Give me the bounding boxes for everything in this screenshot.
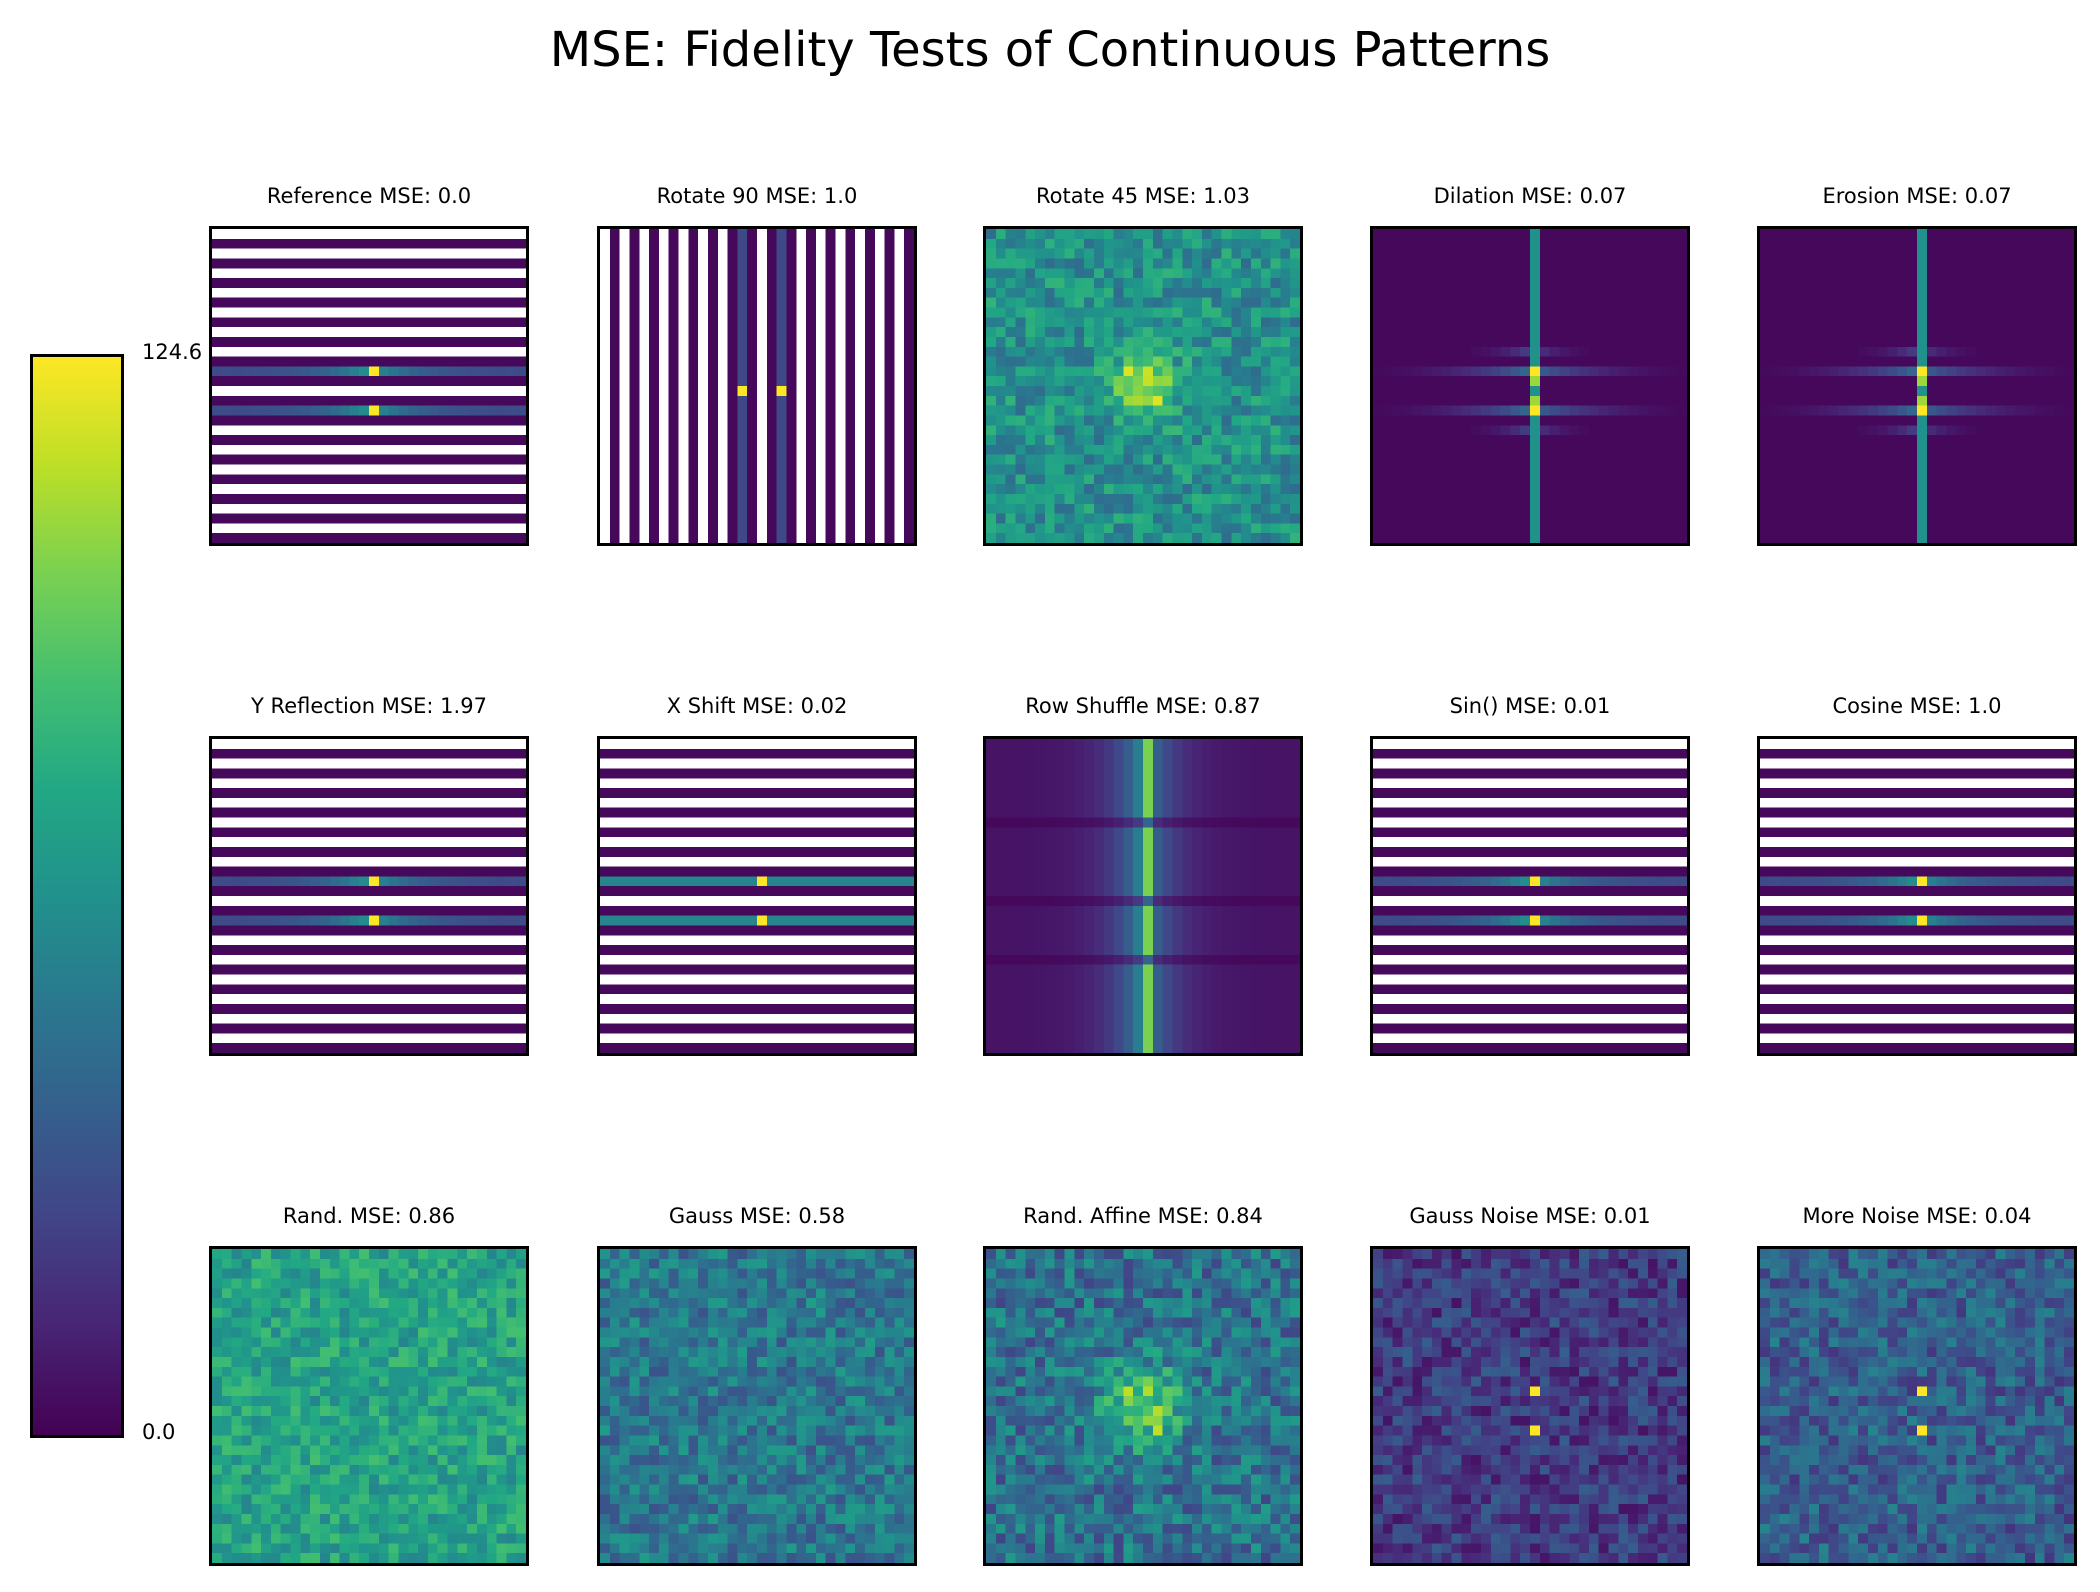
heatmap-panel <box>983 1246 1303 1566</box>
heatmap-image <box>600 739 914 1053</box>
colorbar <box>30 354 124 1438</box>
heatmap-image <box>600 229 914 543</box>
panel-title: Reference MSE: 0.0 <box>266 184 472 208</box>
heatmap-image <box>212 1249 526 1563</box>
panel-title: Rand. Affine MSE: 0.84 <box>1023 1204 1263 1228</box>
panel-title: Rand. MSE: 0.86 <box>282 1204 456 1228</box>
panel-title: Dilation MSE: 0.07 <box>1433 184 1627 208</box>
heatmap-image <box>1373 229 1687 543</box>
heatmap-image <box>1760 229 2074 543</box>
panel-title: Gauss MSE: 0.58 <box>668 1204 846 1228</box>
panel-title: More Noise MSE: 0.04 <box>1802 1204 2032 1228</box>
panel-title: Sin() MSE: 0.01 <box>1449 694 1611 718</box>
panel-title: Cosine MSE: 1.0 <box>1832 694 2002 718</box>
colorbar-max-label: 124.6 <box>142 340 203 364</box>
heatmap-panel <box>1757 736 2077 1056</box>
heatmap-panel <box>209 1246 529 1566</box>
panel-title: Gauss Noise MSE: 0.01 <box>1409 1204 1651 1228</box>
panel-title: Rotate 45 MSE: 1.03 <box>1035 184 1251 208</box>
panel-title: X Shift MSE: 0.02 <box>666 694 848 718</box>
figure-title: MSE: Fidelity Tests of Continuous Patter… <box>549 22 1551 78</box>
heatmap-panel <box>1757 1246 2077 1566</box>
heatmap-panel <box>209 226 529 546</box>
heatmap-image <box>986 1249 1300 1563</box>
panel-title: Row Shuffle MSE: 0.87 <box>1025 694 1261 718</box>
heatmap-panel <box>983 736 1303 1056</box>
heatmap-image <box>600 1249 914 1563</box>
heatmap-image <box>986 229 1300 543</box>
heatmap-image <box>1373 739 1687 1053</box>
heatmap-panel <box>1370 1246 1690 1566</box>
heatmap-panel <box>983 226 1303 546</box>
heatmap-panel <box>1370 226 1690 546</box>
heatmap-image <box>212 229 526 543</box>
heatmap-panel <box>1757 226 2077 546</box>
heatmap-panel <box>597 1246 917 1566</box>
heatmap-image <box>1373 1249 1687 1563</box>
heatmap-panel <box>597 736 917 1056</box>
colorbar-min-label: 0.0 <box>142 1420 176 1444</box>
heatmap-image <box>1760 739 2074 1053</box>
heatmap-panel <box>209 736 529 1056</box>
heatmap-image <box>1760 1249 2074 1563</box>
heatmap-panel <box>597 226 917 546</box>
heatmap-image <box>986 739 1300 1053</box>
panel-title: Erosion MSE: 0.07 <box>1822 184 2012 208</box>
heatmap-image <box>212 739 526 1053</box>
panel-title: Y Reflection MSE: 1.97 <box>251 694 487 718</box>
panel-title: Rotate 90 MSE: 1.0 <box>656 184 858 208</box>
heatmap-panel <box>1370 736 1690 1056</box>
